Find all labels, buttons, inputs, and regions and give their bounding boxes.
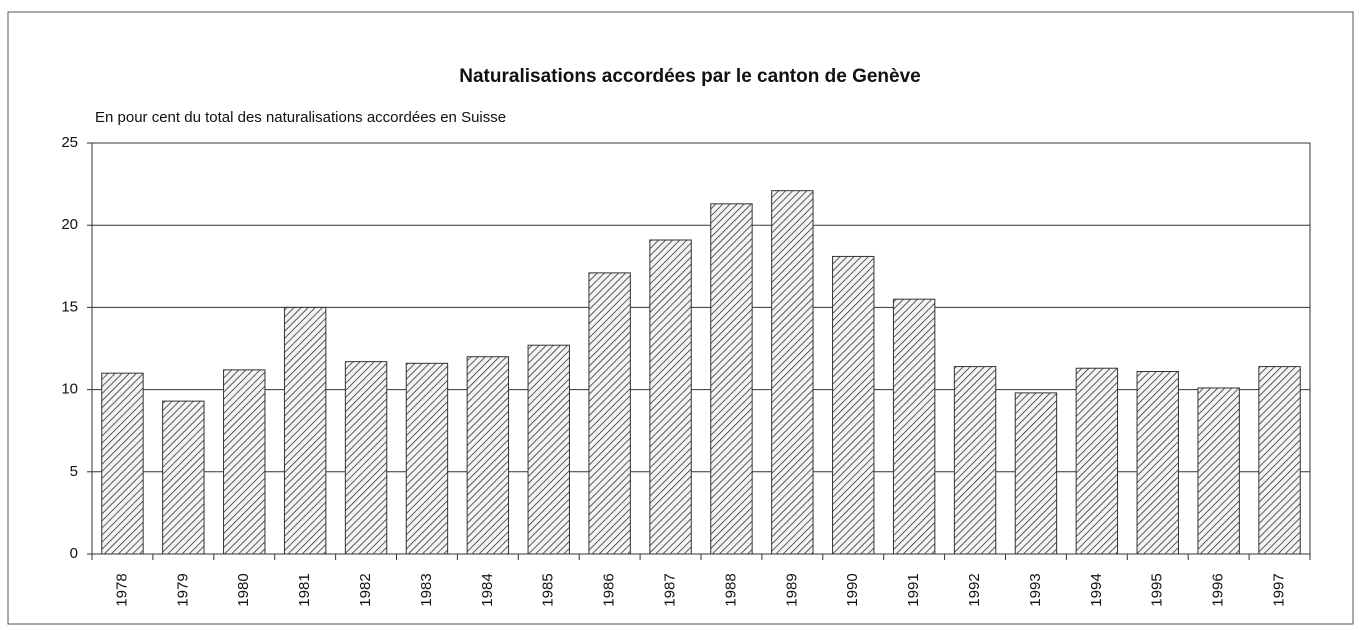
x-tick-label: 1984 <box>479 573 496 606</box>
y-tick-label: 20 <box>61 216 78 233</box>
bar <box>527 344 570 555</box>
bar <box>892 298 936 555</box>
y-tick-label: 15 <box>61 298 78 315</box>
bar <box>1197 387 1240 555</box>
bar <box>1258 366 1301 555</box>
x-tick-label: 1987 <box>662 573 679 606</box>
bar <box>649 239 692 555</box>
x-tick-label: 1986 <box>601 573 618 606</box>
chart-frame <box>7 11 1354 625</box>
x-tick-label: 1982 <box>357 573 374 606</box>
plot-frame <box>91 142 1311 555</box>
bar <box>710 203 753 555</box>
x-tick-label: 1983 <box>418 573 435 606</box>
bar <box>466 356 510 555</box>
bar <box>344 361 388 555</box>
bar <box>405 362 449 555</box>
bar <box>1014 392 1058 555</box>
x-tick-label: 1978 <box>113 573 130 606</box>
x-tick-label: 1989 <box>783 573 800 606</box>
x-tick-label: 1988 <box>722 573 739 606</box>
bar <box>953 366 997 555</box>
x-tick-label: 1995 <box>1149 573 1166 606</box>
x-tick-label: 1991 <box>905 573 922 606</box>
bar <box>162 400 205 555</box>
bar <box>283 306 327 555</box>
bar <box>223 369 266 555</box>
x-tick-label: 1979 <box>174 573 191 606</box>
y-tick-label: 25 <box>61 134 78 151</box>
x-tick-label: 1996 <box>1210 573 1227 606</box>
bar <box>101 372 144 555</box>
bar <box>588 272 631 555</box>
x-tick-label: 1981 <box>296 573 313 606</box>
x-tick-label: 1990 <box>844 573 861 606</box>
x-tick-label: 1993 <box>1027 573 1044 606</box>
bar <box>771 190 814 555</box>
bar <box>832 255 875 555</box>
chart-title: Naturalisations accordées par le canton … <box>459 66 920 87</box>
y-tick-label: 0 <box>70 545 78 562</box>
y-tick-label: 10 <box>61 381 78 398</box>
x-tick-label: 1997 <box>1271 573 1288 606</box>
y-tick-label: 5 <box>70 463 78 480</box>
x-tick-label: 1980 <box>235 573 252 606</box>
x-tick-label: 1994 <box>1088 573 1105 606</box>
bar <box>1075 367 1119 555</box>
chart-subtitle: En pour cent du total des naturalisation… <box>95 109 506 126</box>
bar <box>1136 371 1179 555</box>
x-tick-label: 1985 <box>540 573 557 606</box>
x-tick-label: 1992 <box>966 573 983 606</box>
